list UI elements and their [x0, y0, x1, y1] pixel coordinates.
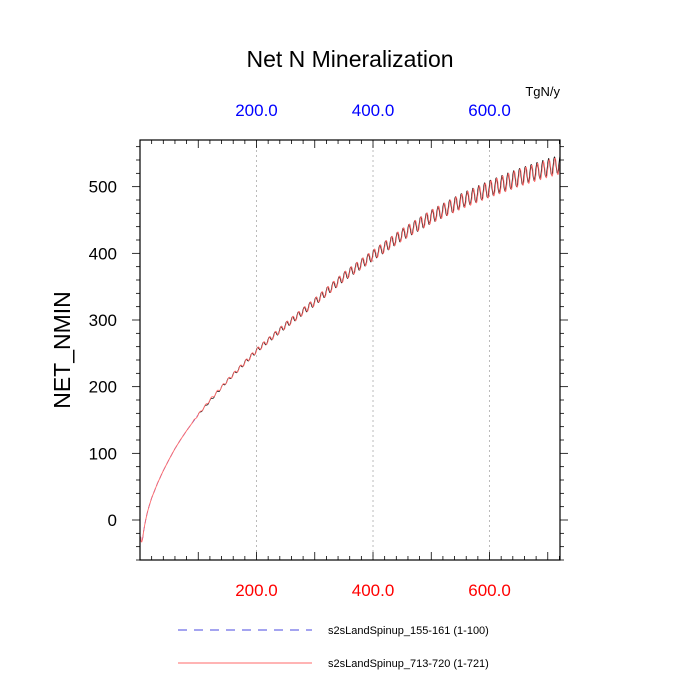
x-tick-label-top-0: 200.0 — [235, 101, 278, 120]
chart-title: Net N Mineralization — [246, 46, 453, 72]
y-tick-label-1: 100 — [89, 444, 117, 463]
series-line-2 — [197, 155, 561, 415]
y-tick-label-2: 200 — [89, 378, 117, 397]
legend-label-1: s2sLandSpinup_155-161 (1-100) — [328, 625, 489, 637]
x-tick-label-bottom-2: 600.0 — [468, 581, 511, 600]
series-line-1 — [140, 414, 199, 543]
legend: s2sLandSpinup_155-161 (1-100) s2sLandSpin… — [178, 625, 489, 670]
y-axis-label: NET_NMIN — [49, 291, 75, 409]
legend-label-0: s2sLandSpinup_713-720 (1-721) — [328, 658, 489, 670]
axis-ticks — [132, 140, 568, 561]
units-label: TgN/y — [525, 84, 560, 99]
y-tick-label-4: 400 — [89, 244, 117, 263]
x-tick-label-bottom-0: 200.0 — [235, 581, 278, 600]
tick-labels: 200.0 200.0 400.0 400.0 600.0 600.0 0 100 200 300… — [89, 101, 511, 600]
x-tick-label-top-1: 400.0 — [352, 101, 395, 120]
x-tick-label-bottom-1: 400.0 — [352, 581, 395, 600]
x-tick-label-top-2: 600.0 — [468, 101, 511, 120]
y-tick-label-5: 500 — [89, 178, 117, 197]
series-layer — [140, 155, 561, 543]
plot-frame — [139, 139, 561, 561]
y-tick-label-3: 300 — [89, 311, 117, 330]
series-line-0 — [140, 157, 561, 543]
y-tick-label-0: 0 — [108, 511, 117, 530]
